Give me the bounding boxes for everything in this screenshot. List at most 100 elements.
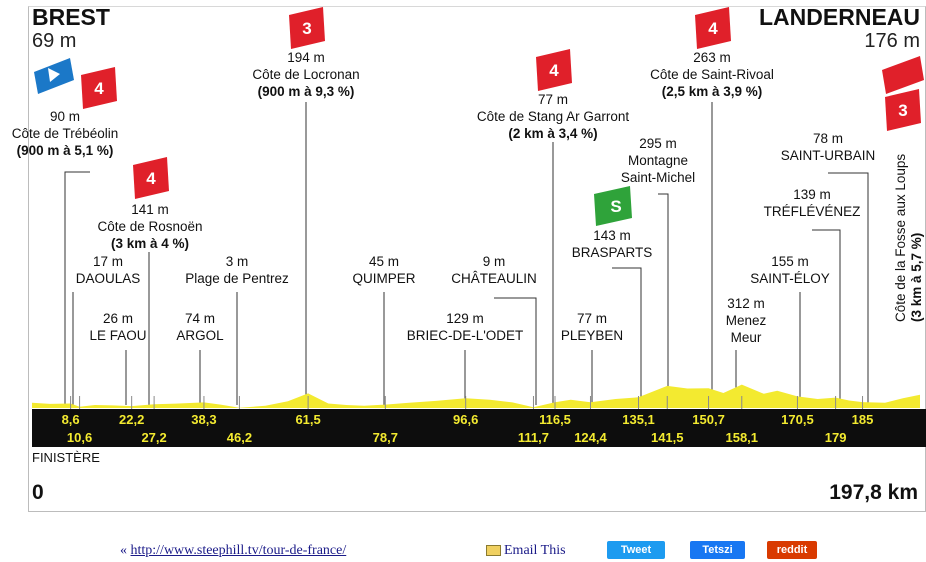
facebook-share-button[interactable]: Tetszi	[690, 541, 745, 559]
svg-text:S: S	[610, 197, 621, 216]
svg-text:4: 4	[146, 169, 156, 188]
reddit-label: reddit	[776, 544, 808, 556]
point-label: PLEYBEN	[561, 328, 623, 343]
point-detail: (3 km à 4 %)	[111, 236, 189, 251]
page-footer: « http://www.steephill.tv/tour-de-france…	[0, 536, 926, 562]
link-prefix: «	[120, 543, 127, 558]
point-label: Plage de Pentrez	[185, 271, 289, 286]
point-label: QUIMPER	[352, 271, 415, 286]
climb-category-badge: 4	[81, 67, 117, 109]
sprint-badge: S	[594, 186, 632, 226]
point-leader-line	[612, 267, 642, 405]
start-city: BREST	[32, 4, 110, 30]
point-label: Côte de Saint-Rivoal	[650, 67, 774, 82]
km-marker-label: 150,7	[692, 412, 725, 427]
steephill-link[interactable]: http://www.steephill.tv/tour-de-france/	[130, 543, 347, 558]
svg-text:4: 4	[94, 79, 104, 98]
elevation-area	[32, 384, 920, 408]
climb-category-badge: 4	[695, 7, 731, 49]
point-label: 45 m	[369, 254, 399, 269]
km-marker-label: 78,7	[373, 430, 398, 445]
point-label: ARGOL	[176, 328, 224, 343]
km-marker-label: 46,2	[227, 430, 252, 445]
distance-start: 0	[32, 481, 44, 504]
distance-end: 197,8 km	[829, 481, 918, 504]
point-leader-line	[64, 171, 90, 405]
point-label: 141 m	[131, 202, 169, 217]
point-label: 139 m	[793, 187, 831, 202]
finish-altitude: 176 m	[864, 30, 920, 52]
point-labels: 90 m Côte de Trébéolin (900 m à 5,1 %) 17 m…	[12, 50, 924, 345]
svg-text:4: 4	[549, 61, 559, 80]
point-name: Côte de la Fosse aux Loups	[893, 154, 908, 322]
km-marker-label: 179	[825, 430, 847, 445]
km-marker-label: 8,6	[62, 412, 80, 427]
point-label: 77 m	[538, 92, 568, 107]
km-marker-label: 38,3	[191, 412, 216, 427]
point-leader-line	[658, 193, 669, 405]
point-label: Côte de Rosnoën	[97, 219, 202, 234]
elevation-profile	[32, 384, 920, 408]
finish-city: LANDERNEAU	[759, 4, 920, 30]
point-label: Côte de Locronan	[252, 67, 359, 82]
point-label: 9 m	[483, 254, 506, 269]
category-badges: 4 4 3 4 S 4 3	[81, 7, 921, 226]
point-label: 143 m	[593, 228, 631, 243]
point-label: DAOULAS	[76, 271, 141, 286]
department-label: FINISTÈRE	[32, 450, 100, 465]
km-marker-label: 61,5	[295, 412, 320, 427]
marker-lines	[64, 102, 869, 405]
tweet-label: Tweet	[620, 544, 652, 556]
finish-flag-icon	[882, 56, 924, 94]
point-label: 295 m	[639, 136, 677, 151]
km-band: 8,6 10,6 22,2 27,2 38,3 46,2 61,5 78,7 96,6 111,7…	[32, 396, 926, 447]
point-label: TRÉFLÉVÉNEZ	[764, 204, 861, 219]
svg-text:4: 4	[708, 19, 718, 38]
point-label: Menez	[726, 313, 767, 328]
point-detail: (3 km à 5,7 %)	[909, 233, 924, 322]
point-detail: (2 km à 3,4 %)	[508, 126, 597, 141]
km-marker-label: 96,6	[453, 412, 478, 427]
point-label: 155 m	[771, 254, 809, 269]
point-label: CHÂTEAULIN	[451, 271, 537, 286]
km-marker-label: 22,2	[119, 412, 144, 427]
point-detail: (900 m à 5,1 %)	[17, 143, 114, 158]
point-label: 26 m	[103, 311, 133, 326]
point-leader-line	[494, 297, 537, 405]
point-label: 17 m	[93, 254, 123, 269]
km-marker-label: 158,1	[725, 430, 758, 445]
point-label: Montagne	[628, 153, 688, 168]
point-label: 78 m	[813, 131, 843, 146]
svg-text:3: 3	[302, 19, 311, 38]
point-label: 129 m	[446, 311, 484, 326]
point-label: LE FAOU	[89, 328, 146, 343]
km-marker-label: 141,5	[651, 430, 684, 445]
climb-category-badge: 3	[885, 89, 921, 131]
start-altitude: 69 m	[32, 30, 76, 52]
km-marker-label: 111,7	[518, 430, 549, 445]
point-label: Côte de Trébéolin	[12, 126, 119, 141]
point-label: 77 m	[577, 311, 607, 326]
email-this-wrap: Email This	[486, 543, 566, 559]
km-marker-label: 10,6	[67, 430, 92, 445]
point-label: SAINT-URBAIN	[781, 148, 876, 163]
stage-profile-chart: BREST 69 m LANDERNEAU 176 m 8,6 10,6 22,2 2…	[12, 4, 926, 504]
tweet-button[interactable]: Tweet	[607, 541, 665, 559]
point-label: 3 m	[226, 254, 249, 269]
climb-category-badge: 4	[133, 157, 169, 199]
point-detail: (2,5 km à 3,9 %)	[662, 84, 763, 99]
point-label: 194 m	[287, 50, 325, 65]
svg-text:3: 3	[898, 101, 907, 120]
envelope-icon	[486, 545, 501, 557]
point-label: 263 m	[693, 50, 731, 65]
start-flag-icon	[34, 58, 74, 94]
point-label: 312 m	[727, 296, 765, 311]
point-label: 90 m	[50, 109, 80, 124]
km-marker-label: 185	[852, 412, 874, 427]
point-label: 74 m	[185, 311, 215, 326]
km-marker-label: 27,2	[141, 430, 166, 445]
email-this-link[interactable]: Email This	[504, 543, 566, 558]
reddit-button[interactable]: reddit	[767, 541, 817, 559]
share-label: Tetszi	[702, 544, 733, 556]
point-leader-line	[812, 229, 841, 405]
